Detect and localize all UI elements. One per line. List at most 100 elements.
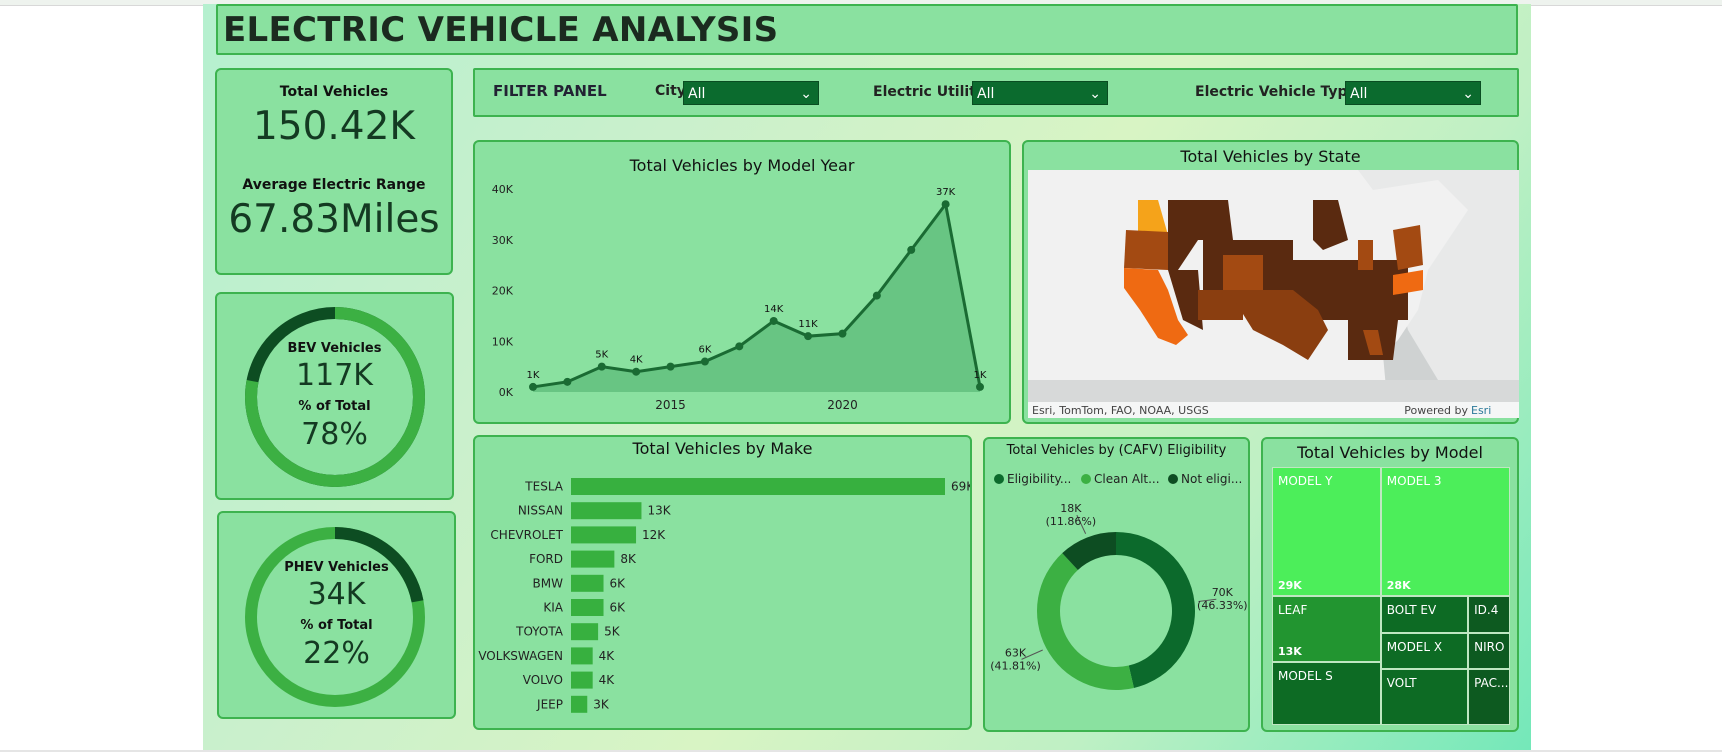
data-label: 4K [630, 355, 643, 366]
filter-city-dropdown[interactable]: All ⌄ [683, 81, 819, 105]
bar-value-label: 13K [647, 504, 671, 518]
data-point[interactable] [872, 291, 881, 300]
bar-value-label: 12K [642, 528, 666, 542]
bev-label: BEV Vehicles [287, 341, 382, 356]
treemap-cell-name: ID.4 [1474, 603, 1499, 617]
data-point[interactable] [941, 200, 950, 209]
state-illinois [1358, 240, 1373, 270]
map-esri-link[interactable]: Esri [1471, 404, 1491, 417]
x-tick-label: 2015 [655, 398, 686, 412]
legend-label[interactable]: Eligibility... [1007, 472, 1071, 486]
data-point[interactable] [597, 362, 606, 371]
treemap-cell[interactable]: NIRO [1468, 633, 1510, 669]
us-map[interactable]: Esri, TomTom, FAO, NOAA, USGS Powered by… [1028, 170, 1519, 418]
model-year-card: Total Vehicles by Model Year 0K 10K 20K 30K… [473, 140, 1011, 424]
legend-label[interactable]: Clean Alt... [1094, 472, 1160, 486]
filter-ev-type-dropdown[interactable]: All ⌄ [1345, 81, 1481, 105]
bar-value-label: 6K [610, 576, 627, 590]
bar[interactable] [571, 478, 945, 495]
treemap-cell-value: 29K [1278, 579, 1302, 592]
treemap-cell-name: MODEL Y [1278, 474, 1333, 488]
state-northeast [1393, 225, 1423, 270]
donut-slice[interactable] [1062, 532, 1116, 570]
x-tick-label: 2020 [827, 398, 858, 412]
state-virginia [1393, 270, 1423, 295]
y-tick-label: 40K [492, 183, 514, 196]
bar[interactable] [571, 526, 637, 544]
treemap-cell-name: NIRO [1474, 640, 1505, 655]
phev-ring-arc [245, 527, 425, 707]
donut-slice[interactable] [1116, 532, 1195, 688]
treemap-cell[interactable]: ID.4 [1468, 596, 1510, 634]
legend-marker [1168, 474, 1178, 484]
category-label: BMW [533, 576, 564, 590]
bar[interactable] [571, 599, 604, 616]
state-california [1124, 268, 1188, 345]
treemap-cell[interactable]: LEAF 13K [1272, 596, 1381, 662]
bar[interactable] [571, 671, 593, 689]
series-area [533, 204, 980, 392]
treemap-cell[interactable]: MODEL X [1380, 633, 1469, 669]
treemap-cell-name: BOLT EV [1386, 603, 1437, 617]
data-label: 11K [798, 319, 818, 330]
category-label: VOLVO [523, 673, 563, 687]
data-point[interactable] [632, 367, 641, 376]
bar[interactable] [571, 647, 593, 665]
category-label: KIA [543, 601, 563, 615]
kpi-card: Total Vehicles 150.42K Average Electric … [215, 68, 453, 275]
legend-label[interactable]: Not eligi... [1181, 472, 1242, 486]
treemap-cell[interactable]: VOLT [1380, 669, 1469, 725]
category-label: VOLKSWAGEN [478, 649, 563, 663]
data-point[interactable] [563, 377, 572, 386]
filter-city-label: City [655, 83, 686, 99]
map-powered-by: Powered by [1404, 404, 1468, 417]
category-label: CHEVROLET [490, 528, 563, 542]
avg-range-label: Average Electric Range [242, 177, 426, 193]
treemap-cell-name: VOLT [1386, 676, 1417, 690]
data-point[interactable] [666, 362, 675, 371]
data-label: 14K [764, 304, 784, 315]
y-tick-label: 20K [492, 285, 514, 298]
map-attribution: Esri, TomTom, FAO, NOAA, USGS [1032, 404, 1209, 417]
make-card: Total Vehicles by Make TESLA 69K NISSAN 13K… [473, 435, 972, 730]
treemap-cell[interactable]: MODEL Y 29K [1272, 467, 1381, 596]
bar-value-label: 8K [620, 552, 637, 566]
state-florida [1363, 330, 1383, 355]
phev-card: PHEV Vehicles 34K % of Total 22% [217, 511, 456, 719]
data-label: 6K [698, 345, 711, 356]
data-point[interactable] [907, 245, 916, 254]
treemap-cell[interactable]: PAC... [1468, 669, 1510, 725]
treemap-cell[interactable]: BOLT EV [1380, 596, 1469, 634]
bar[interactable] [571, 502, 642, 520]
bev-donut [245, 307, 425, 487]
phev-pct-value: 22% [303, 636, 370, 671]
state-oregon [1124, 230, 1168, 270]
treemap-cell[interactable]: MODEL S [1272, 661, 1381, 725]
slice-percent-label: (46.33%) [1197, 599, 1248, 612]
state-map-card: Total Vehicles by State Esri [1022, 140, 1519, 424]
bar-value-label: 4K [599, 673, 616, 687]
leader-line [1198, 598, 1217, 603]
state-midwest [1328, 260, 1408, 320]
map-attribution-bar [1028, 402, 1519, 418]
data-point[interactable] [735, 342, 744, 351]
data-point[interactable] [769, 316, 778, 325]
legend-marker [994, 474, 1004, 484]
slice-percent-label: (11.86%) [1046, 515, 1097, 528]
treemap-cell[interactable]: MODEL 3 28K [1380, 467, 1510, 596]
data-point[interactable] [700, 357, 709, 366]
data-point[interactable] [976, 382, 984, 391]
bev-ring-arc [245, 307, 425, 487]
slice-value-label: 70K [1212, 586, 1234, 599]
data-point[interactable] [838, 329, 847, 338]
donut-slice[interactable] [1037, 553, 1134, 690]
data-point[interactable] [529, 382, 537, 391]
bar[interactable] [571, 695, 588, 713]
bar[interactable] [571, 623, 599, 641]
bar[interactable] [571, 574, 604, 592]
state-texas [1228, 290, 1328, 360]
page-title: ELECTRIC VEHICLE ANALYSIS [223, 10, 779, 50]
filter-utility-dropdown[interactable]: All ⌄ [972, 81, 1108, 105]
data-point[interactable] [804, 332, 813, 341]
bar[interactable] [571, 550, 615, 568]
